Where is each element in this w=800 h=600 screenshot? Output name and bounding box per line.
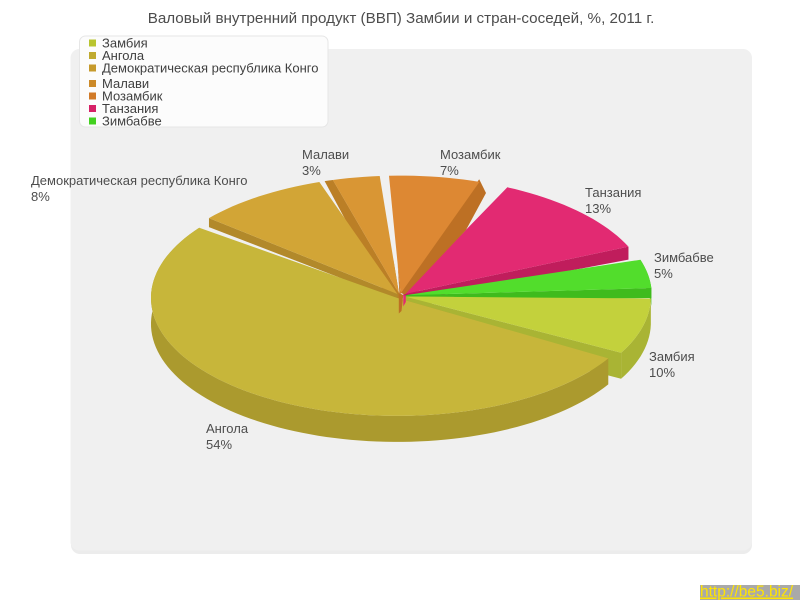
svg-text:7%: 7% — [440, 163, 459, 178]
svg-text:5%: 5% — [654, 266, 673, 281]
svg-text:13%: 13% — [585, 201, 611, 216]
svg-text:Зимбабве: Зимбабве — [654, 250, 714, 265]
svg-text:3%: 3% — [302, 163, 321, 178]
svg-text:Танзания: Танзания — [102, 101, 158, 116]
svg-text:Танзания: Танзания — [585, 185, 641, 200]
svg-text:Зимбабве: Зимбабве — [102, 114, 162, 129]
svg-text:Замбия: Замбия — [649, 349, 695, 364]
svg-text:54%: 54% — [206, 437, 232, 452]
svg-text:Мозамбик: Мозамбик — [440, 147, 501, 162]
svg-text:10%: 10% — [649, 365, 675, 380]
svg-text:Малави: Малави — [302, 147, 349, 162]
svg-text:Валовый внутренний продукт (ВВ: Валовый внутренний продукт (ВВП) Замбии … — [148, 10, 655, 27]
svg-text:Ангола: Ангола — [206, 421, 249, 436]
svg-text:Демократическая республика Кон: Демократическая республика Конго — [102, 61, 318, 76]
svg-text:Ангола: Ангола — [102, 48, 145, 63]
svg-text:http://be5.biz/: http://be5.biz/ — [700, 584, 794, 600]
svg-text:Демократическая республика Кон: Демократическая республика Конго — [31, 173, 247, 188]
svg-text:Замбия: Замбия — [102, 36, 148, 51]
svg-text:8%: 8% — [31, 189, 50, 204]
svg-text:Мозамбик: Мозамбик — [102, 89, 163, 104]
svg-text:Малави: Малави — [102, 76, 149, 91]
